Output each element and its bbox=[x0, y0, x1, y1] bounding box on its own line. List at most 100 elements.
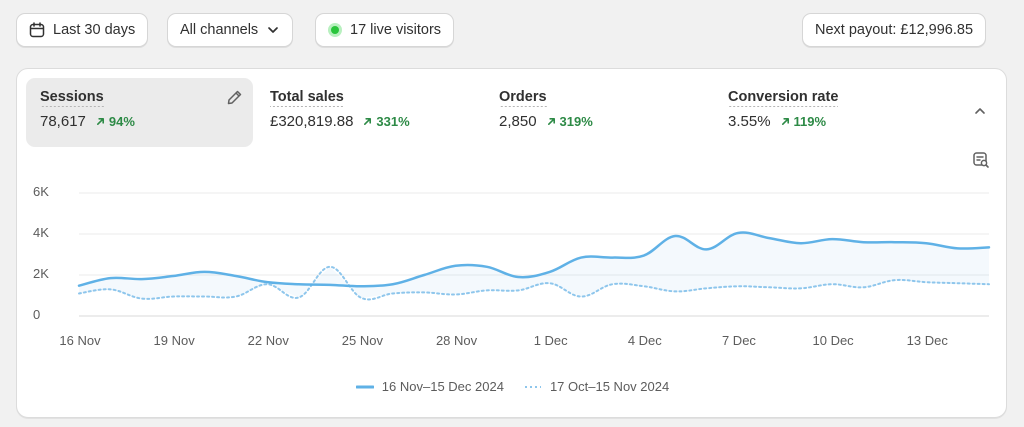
next-payout-button[interactable]: Next payout: £12,996.85 bbox=[802, 13, 987, 47]
data-point-current[interactable] bbox=[515, 274, 521, 280]
data-point-current[interactable] bbox=[892, 239, 898, 245]
data-point-previous[interactable] bbox=[421, 289, 427, 295]
data-point-previous[interactable] bbox=[641, 283, 647, 289]
metric-delta-value: 94% bbox=[108, 114, 135, 129]
data-point-current[interactable] bbox=[798, 240, 804, 246]
data-point-previous[interactable] bbox=[76, 290, 82, 296]
data-point-previous[interactable] bbox=[515, 287, 521, 293]
data-point-current[interactable] bbox=[860, 239, 866, 245]
data-point-current[interactable] bbox=[139, 276, 145, 282]
metric-delta: 94% bbox=[96, 114, 135, 129]
data-point-previous[interactable] bbox=[829, 281, 835, 287]
metric-total-sales[interactable]: Total sales £320,819.88 331% bbox=[256, 78, 483, 147]
data-point-current[interactable] bbox=[829, 236, 835, 242]
data-point-previous[interactable] bbox=[264, 281, 270, 287]
metric-value: £320,819.88 bbox=[270, 113, 354, 130]
data-point-previous[interactable] bbox=[453, 291, 459, 297]
date-range-button[interactable]: Last 30 days bbox=[16, 13, 149, 47]
series-line-current bbox=[77, 231, 991, 288]
data-point-previous[interactable] bbox=[170, 294, 176, 300]
data-point-previous[interactable] bbox=[484, 287, 490, 293]
data-point-current[interactable] bbox=[358, 283, 364, 289]
data-point-current[interactable] bbox=[327, 282, 333, 288]
data-point-current[interactable] bbox=[578, 255, 584, 261]
data-point-current[interactable] bbox=[484, 264, 490, 270]
data-point-current[interactable] bbox=[609, 255, 615, 261]
legend-item-current[interactable]: 16 Nov–15 Dec 2024 bbox=[355, 379, 504, 394]
data-point-previous[interactable] bbox=[923, 279, 929, 285]
legend-label: 17 Oct–15 Nov 2024 bbox=[549, 379, 670, 394]
legend-item-previous[interactable]: 17 Oct–15 Nov 2024 bbox=[524, 379, 669, 394]
x-tick-label: 7 Dec bbox=[721, 333, 756, 348]
data-point-current[interactable] bbox=[233, 273, 239, 279]
live-visitors-label: 17 live visitors bbox=[350, 22, 442, 38]
data-point-previous[interactable] bbox=[704, 285, 710, 291]
live-dot-icon bbox=[328, 23, 342, 37]
data-point-previous[interactable] bbox=[202, 294, 208, 300]
x-tick-label: 10 Dec bbox=[812, 333, 854, 348]
data-point-previous[interactable] bbox=[860, 284, 866, 290]
data-point-current[interactable] bbox=[704, 246, 710, 252]
data-point-previous[interactable] bbox=[578, 294, 584, 300]
live-visitors-button[interactable]: 17 live visitors bbox=[315, 13, 455, 47]
data-point-previous[interactable] bbox=[798, 285, 804, 291]
data-point-current[interactable] bbox=[547, 269, 553, 275]
x-tick-label: 22 Nov bbox=[247, 333, 289, 348]
data-point-current[interactable] bbox=[641, 253, 647, 259]
calendar-icon bbox=[29, 22, 45, 38]
data-point-current[interactable] bbox=[735, 230, 741, 236]
data-point-previous[interactable] bbox=[986, 281, 992, 287]
data-point-previous[interactable] bbox=[892, 277, 898, 283]
data-point-current[interactable] bbox=[202, 269, 208, 275]
legend-solid-swatch bbox=[355, 385, 374, 388]
data-point-current[interactable] bbox=[672, 233, 678, 239]
data-point-current[interactable] bbox=[923, 240, 929, 246]
data-point-previous[interactable] bbox=[390, 290, 396, 296]
data-point-previous[interactable] bbox=[107, 286, 113, 292]
analytics-card: Sessions 78,617 94% Total sales £320,819… bbox=[16, 68, 1007, 418]
data-point-previous[interactable] bbox=[955, 280, 961, 286]
data-point-previous[interactable] bbox=[233, 294, 239, 300]
data-point-current[interactable] bbox=[296, 281, 302, 287]
metric-label: Sessions bbox=[40, 89, 104, 107]
data-point-current[interactable] bbox=[107, 275, 113, 281]
data-point-previous[interactable] bbox=[609, 281, 615, 287]
metric-conversion-rate[interactable]: Conversion rate 3.55% 119% bbox=[714, 78, 941, 147]
metric-value: 2,850 bbox=[499, 113, 537, 130]
pencil-icon[interactable] bbox=[226, 89, 243, 106]
data-point-current[interactable] bbox=[421, 272, 427, 278]
metric-sessions[interactable]: Sessions 78,617 94% bbox=[26, 78, 253, 147]
metric-label: Orders bbox=[499, 89, 547, 107]
data-point-current[interactable] bbox=[76, 283, 82, 289]
legend-label: 16 Nov–15 Dec 2024 bbox=[381, 379, 504, 394]
data-point-current[interactable] bbox=[986, 244, 992, 250]
data-point-previous[interactable] bbox=[672, 288, 678, 294]
report-search-icon[interactable] bbox=[972, 151, 990, 169]
x-tick-label: 28 Nov bbox=[435, 333, 478, 348]
chevron-up-icon[interactable] bbox=[972, 103, 988, 119]
data-point-current[interactable] bbox=[170, 273, 176, 279]
data-point-previous[interactable] bbox=[296, 295, 302, 301]
data-point-previous[interactable] bbox=[735, 283, 741, 289]
sessions-line-chart bbox=[76, 192, 992, 317]
data-point-previous[interactable] bbox=[139, 296, 145, 302]
metric-delta: 331% bbox=[363, 114, 410, 129]
metric-delta-value: 319% bbox=[559, 114, 593, 129]
metric-label: Total sales bbox=[270, 89, 344, 107]
data-point-current[interactable] bbox=[453, 263, 459, 269]
metric-orders[interactable]: Orders 2,850 319% bbox=[485, 78, 712, 147]
y-tick-label: 2K bbox=[33, 266, 49, 281]
data-point-previous[interactable] bbox=[358, 295, 364, 301]
data-point-current[interactable] bbox=[766, 235, 772, 241]
data-point-current[interactable] bbox=[955, 245, 961, 251]
data-point-current[interactable] bbox=[390, 281, 396, 287]
y-tick-label: 4K bbox=[33, 225, 49, 240]
data-point-previous[interactable] bbox=[547, 280, 553, 286]
arrow-up-right-icon bbox=[781, 117, 789, 126]
next-payout-label: Next payout: £12,996.85 bbox=[815, 22, 974, 38]
channels-dropdown[interactable]: All channels bbox=[167, 13, 294, 47]
data-point-previous[interactable] bbox=[766, 284, 772, 290]
y-tick-label: 6K bbox=[33, 184, 49, 199]
x-tick-label: 25 Nov bbox=[341, 333, 384, 348]
data-point-previous[interactable] bbox=[327, 264, 333, 270]
